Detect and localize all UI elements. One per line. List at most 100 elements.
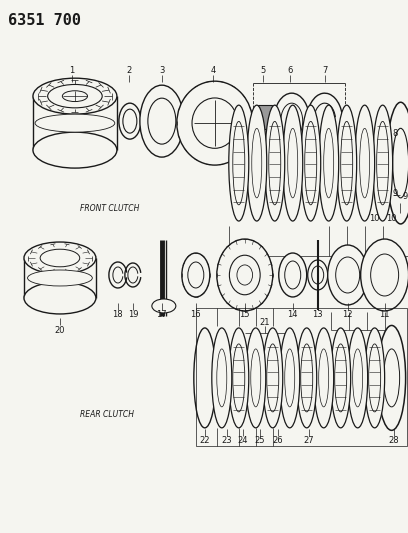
Text: 27: 27 — [304, 437, 314, 446]
Ellipse shape — [123, 109, 137, 133]
Ellipse shape — [331, 328, 350, 428]
Ellipse shape — [35, 114, 115, 132]
Ellipse shape — [369, 344, 381, 412]
Ellipse shape — [335, 344, 347, 412]
Ellipse shape — [308, 260, 328, 290]
Ellipse shape — [152, 299, 176, 313]
Ellipse shape — [140, 85, 184, 157]
Ellipse shape — [360, 128, 370, 198]
Ellipse shape — [24, 282, 96, 314]
Ellipse shape — [33, 78, 117, 114]
Ellipse shape — [265, 105, 285, 221]
Text: 15: 15 — [239, 310, 250, 319]
Ellipse shape — [247, 105, 267, 221]
Bar — [196, 308, 407, 446]
Ellipse shape — [274, 93, 310, 149]
Text: 6: 6 — [287, 66, 293, 75]
Ellipse shape — [314, 328, 334, 428]
Ellipse shape — [148, 98, 176, 144]
Ellipse shape — [269, 122, 281, 205]
Text: 4: 4 — [210, 66, 215, 75]
Ellipse shape — [365, 328, 385, 428]
Ellipse shape — [229, 105, 249, 221]
Text: 25: 25 — [255, 437, 265, 446]
Ellipse shape — [28, 270, 92, 286]
Ellipse shape — [229, 328, 249, 428]
Text: 5: 5 — [260, 66, 265, 75]
Ellipse shape — [281, 103, 303, 139]
Ellipse shape — [312, 266, 324, 284]
Text: 12: 12 — [342, 310, 353, 319]
Text: 10: 10 — [386, 214, 397, 223]
Text: 2: 2 — [126, 66, 131, 75]
Ellipse shape — [229, 255, 260, 295]
Ellipse shape — [353, 349, 363, 407]
Ellipse shape — [233, 344, 245, 412]
Ellipse shape — [192, 98, 237, 148]
Text: 14: 14 — [288, 310, 298, 319]
Text: 11: 11 — [379, 310, 390, 319]
Ellipse shape — [301, 105, 321, 221]
Text: 24: 24 — [237, 437, 248, 446]
Ellipse shape — [212, 328, 232, 428]
Ellipse shape — [62, 91, 88, 102]
Ellipse shape — [182, 253, 210, 297]
Text: 6351 700: 6351 700 — [8, 13, 81, 28]
Ellipse shape — [361, 239, 408, 311]
Text: 28: 28 — [388, 437, 399, 446]
Ellipse shape — [48, 84, 102, 108]
Ellipse shape — [285, 261, 301, 289]
Ellipse shape — [341, 122, 353, 205]
Text: 9: 9 — [403, 191, 408, 200]
Text: 22: 22 — [200, 437, 210, 446]
Ellipse shape — [267, 344, 279, 412]
Text: FRONT CLUTCH: FRONT CLUTCH — [80, 204, 139, 213]
Text: 8: 8 — [392, 128, 397, 138]
Ellipse shape — [378, 326, 406, 430]
Ellipse shape — [337, 105, 357, 221]
Ellipse shape — [319, 349, 329, 407]
Ellipse shape — [387, 102, 408, 224]
Ellipse shape — [24, 242, 96, 274]
Ellipse shape — [280, 328, 300, 428]
Ellipse shape — [328, 245, 368, 305]
Ellipse shape — [246, 328, 266, 428]
Ellipse shape — [392, 128, 408, 198]
Ellipse shape — [373, 105, 392, 221]
Ellipse shape — [377, 122, 389, 205]
Ellipse shape — [40, 249, 80, 267]
Text: REAR CLUTCH: REAR CLUTCH — [80, 410, 134, 419]
Bar — [258, 105, 272, 129]
Ellipse shape — [217, 239, 273, 311]
Text: 17: 17 — [157, 310, 167, 319]
Ellipse shape — [119, 103, 141, 139]
Ellipse shape — [283, 105, 303, 221]
Ellipse shape — [279, 253, 307, 297]
Ellipse shape — [285, 349, 295, 407]
Text: 20: 20 — [55, 326, 65, 335]
Ellipse shape — [288, 128, 298, 198]
Ellipse shape — [251, 349, 261, 407]
Text: 3: 3 — [159, 66, 164, 75]
Ellipse shape — [188, 262, 204, 288]
Ellipse shape — [319, 105, 339, 221]
Ellipse shape — [33, 132, 117, 168]
Ellipse shape — [348, 328, 368, 428]
Ellipse shape — [370, 254, 399, 296]
Text: 16: 16 — [191, 310, 201, 319]
Ellipse shape — [301, 344, 313, 412]
Text: 9: 9 — [392, 189, 397, 198]
Text: 23: 23 — [222, 437, 232, 446]
Text: 1: 1 — [69, 66, 75, 75]
Text: 19: 19 — [128, 310, 138, 319]
Text: 26: 26 — [273, 437, 283, 446]
Ellipse shape — [237, 265, 253, 285]
Text: 7: 7 — [322, 66, 327, 75]
Ellipse shape — [336, 257, 360, 293]
Text: 10: 10 — [369, 214, 380, 223]
Ellipse shape — [233, 122, 245, 205]
Ellipse shape — [217, 349, 227, 407]
Ellipse shape — [177, 81, 253, 165]
Ellipse shape — [384, 349, 399, 407]
Ellipse shape — [263, 328, 283, 428]
